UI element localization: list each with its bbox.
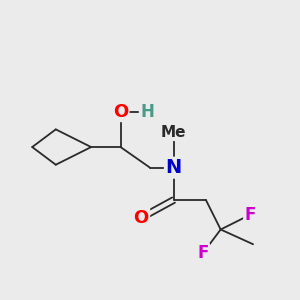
- Text: O: O: [134, 209, 149, 227]
- Text: Me: Me: [161, 125, 186, 140]
- Text: F: F: [244, 206, 256, 224]
- Text: F: F: [197, 244, 209, 262]
- Text: N: N: [165, 158, 182, 177]
- Text: O: O: [113, 103, 128, 121]
- Text: H: H: [140, 103, 154, 121]
